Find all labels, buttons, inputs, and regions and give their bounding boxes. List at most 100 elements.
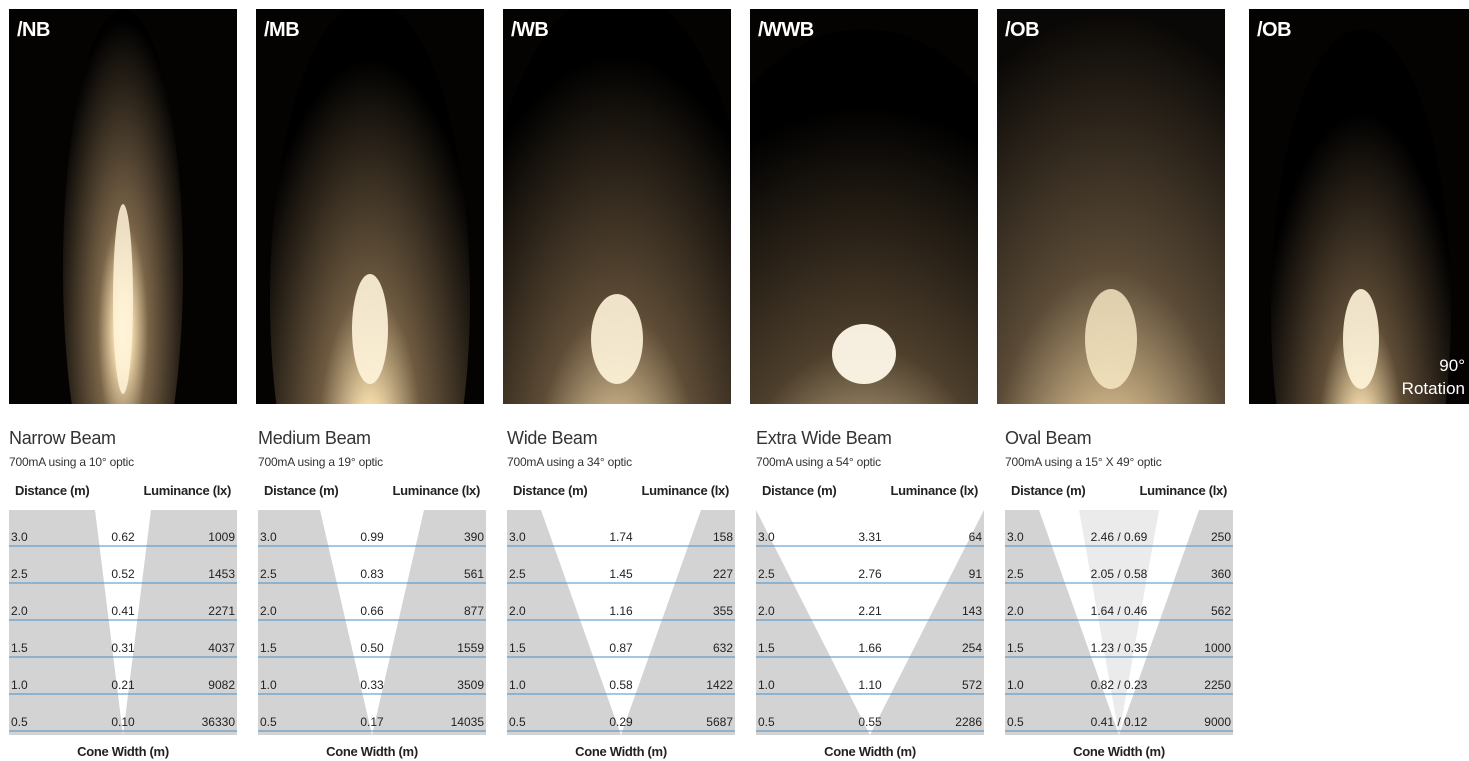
luminance-header: Luminance (lx) bbox=[143, 483, 231, 498]
cone-width-value: 2.46 / 0.69 bbox=[1090, 530, 1148, 544]
distance-value: 0.5 bbox=[11, 715, 28, 729]
cone-chart: 3.0 2.46 / 0.69 250 2.5 2.05 / 0.58 360 2.0 1.6… bbox=[1005, 510, 1233, 735]
beam-code-label: /NB bbox=[17, 19, 50, 41]
cone-left-shade bbox=[507, 510, 621, 735]
beam-title: Narrow Beam bbox=[9, 428, 116, 448]
cone-width-value: 1.66 bbox=[858, 641, 882, 655]
distance-value: 1.5 bbox=[1007, 641, 1024, 655]
luminance-value: 227 bbox=[712, 567, 733, 581]
beam-block-wide: Wide Beam 700mA using a 34° optic Distan… bbox=[507, 428, 735, 761]
luminance-value: 143 bbox=[961, 604, 982, 618]
distance-value: 1.0 bbox=[758, 678, 775, 692]
distance-value: 0.5 bbox=[758, 715, 775, 729]
luminance-value: 355 bbox=[712, 604, 733, 618]
cone-chart: 3.0 1.74 158 2.5 1.45 227 2.0 1.16 355 1.5 0.87 632… bbox=[507, 510, 735, 735]
cone-width-value: 0.33 bbox=[360, 678, 384, 692]
distance-value: 2.5 bbox=[1007, 567, 1024, 581]
luminance-value: 64 bbox=[968, 530, 982, 544]
distance-value: 3.0 bbox=[758, 530, 775, 544]
beam-photo-wwb: /WWB bbox=[750, 9, 978, 404]
cone-diagram bbox=[258, 510, 486, 735]
beam-glow-image bbox=[750, 9, 978, 404]
cone-chart: 3.0 0.99 390 2.5 0.83 561 2.0 0.66 877 1.5 0.50 155… bbox=[258, 510, 486, 735]
beam-title: Medium Beam bbox=[258, 428, 371, 448]
distance-value: 2.0 bbox=[758, 604, 775, 618]
beam-photo-nb: /NB bbox=[9, 9, 237, 404]
beam-code-label: /WB bbox=[511, 19, 549, 41]
luminance-value: 91 bbox=[968, 567, 982, 581]
luminance-value: 9000 bbox=[1204, 715, 1231, 729]
beam-block-extra-wide: Extra Wide Beam 700mA using a 54° optic … bbox=[756, 428, 984, 761]
distance-value: 2.5 bbox=[260, 567, 277, 581]
distance-value: 3.0 bbox=[509, 530, 526, 544]
beam-photo-ob: /OB bbox=[997, 9, 1225, 404]
cone-width-value: 0.55 bbox=[858, 715, 882, 729]
beam-code-label: /OB bbox=[1257, 19, 1292, 41]
cone-width-value: 0.31 bbox=[111, 641, 135, 655]
luminance-value: 562 bbox=[1210, 604, 1231, 618]
distance-value: 2.0 bbox=[11, 604, 28, 618]
beam-subtitle: 700mA using a 34° optic bbox=[507, 455, 632, 469]
luminance-value: 1559 bbox=[457, 641, 484, 655]
cone-width-value: 0.87 bbox=[609, 641, 633, 655]
luminance-header: Luminance (lx) bbox=[890, 483, 978, 498]
distance-value: 2.5 bbox=[509, 567, 526, 581]
luminance-header: Luminance (lx) bbox=[1139, 483, 1227, 498]
luminance-value: 632 bbox=[712, 641, 733, 655]
cone-diagram bbox=[507, 510, 735, 735]
distance-value: 1.0 bbox=[260, 678, 277, 692]
luminance-value: 36330 bbox=[201, 715, 235, 729]
distance-value: 1.5 bbox=[758, 641, 775, 655]
cone-width-value: 0.99 bbox=[360, 530, 384, 544]
luminance-value: 4037 bbox=[208, 641, 235, 655]
beam-title: Wide Beam bbox=[507, 428, 598, 448]
cone-width-value: 2.05 / 0.58 bbox=[1090, 567, 1148, 581]
beam-glow-image bbox=[997, 9, 1225, 404]
luminance-header: Luminance (lx) bbox=[392, 483, 480, 498]
cone-right-shade bbox=[123, 510, 237, 735]
beam-title: Extra Wide Beam bbox=[756, 428, 892, 448]
cone-width-value: 2.21 bbox=[858, 604, 882, 618]
beam-glow-image bbox=[9, 9, 237, 404]
cone-width-value: 0.66 bbox=[360, 604, 384, 618]
rotation-text: Rotation bbox=[1401, 379, 1465, 398]
luminance-value: 250 bbox=[1210, 530, 1231, 544]
beam-block-oval: Oval Beam 700mA using a 15° X 49° optic … bbox=[1005, 428, 1233, 761]
cone-left-shade bbox=[258, 510, 372, 735]
cone-width-value: 0.17 bbox=[360, 715, 384, 729]
distance-header: Distance (m) bbox=[264, 483, 339, 498]
distance-value: 1.5 bbox=[11, 641, 28, 655]
luminance-value: 561 bbox=[463, 567, 484, 581]
beam-code-label: /OB bbox=[1005, 19, 1040, 41]
luminance-value: 877 bbox=[463, 604, 484, 618]
cone-width-value: 0.62 bbox=[111, 530, 135, 544]
cone-width-value: 0.29 bbox=[609, 715, 633, 729]
cone-width-label: Cone Width (m) bbox=[1073, 744, 1165, 759]
beam-block-narrow: Narrow Beam 700mA using a 10° optic Dist… bbox=[9, 428, 237, 761]
cone-width-value: 0.41 / 0.12 bbox=[1090, 715, 1148, 729]
luminance-value: 1422 bbox=[706, 678, 733, 692]
cone-chart: 3.0 3.31 64 2.5 2.76 91 2.0 2.21 143 1.5 1.66 254 1.… bbox=[756, 510, 984, 735]
beam-glow-image bbox=[256, 9, 484, 404]
luminance-value: 9082 bbox=[208, 678, 235, 692]
luminance-value: 390 bbox=[463, 530, 484, 544]
cone-width-value: 3.31 bbox=[858, 530, 882, 544]
distance-value: 2.0 bbox=[260, 604, 277, 618]
luminance-value: 1000 bbox=[1204, 641, 1231, 655]
beam-subtitle: 700mA using a 54° optic bbox=[756, 455, 881, 469]
cone-left-shade bbox=[756, 510, 870, 735]
cone-diagram bbox=[756, 510, 984, 735]
beam-photo-ob-rotated: /OB 90° Rotation bbox=[1249, 9, 1469, 404]
cone-width-value: 1.23 / 0.35 bbox=[1090, 641, 1148, 655]
luminance-value: 360 bbox=[1210, 567, 1231, 581]
cone-width-label: Cone Width (m) bbox=[77, 744, 169, 759]
luminance-value: 14035 bbox=[450, 715, 484, 729]
beam-subtitle: 700mA using a 19° optic bbox=[258, 455, 383, 469]
cone-diagram bbox=[9, 510, 237, 735]
cone-width-value: 1.45 bbox=[609, 567, 633, 581]
distance-header: Distance (m) bbox=[513, 483, 588, 498]
cone-width-value: 1.64 / 0.46 bbox=[1090, 604, 1148, 618]
cone-inner-shade bbox=[1079, 510, 1159, 735]
cone-width-value: 0.10 bbox=[111, 715, 135, 729]
beam-subtitle: 700mA using a 10° optic bbox=[9, 455, 134, 469]
